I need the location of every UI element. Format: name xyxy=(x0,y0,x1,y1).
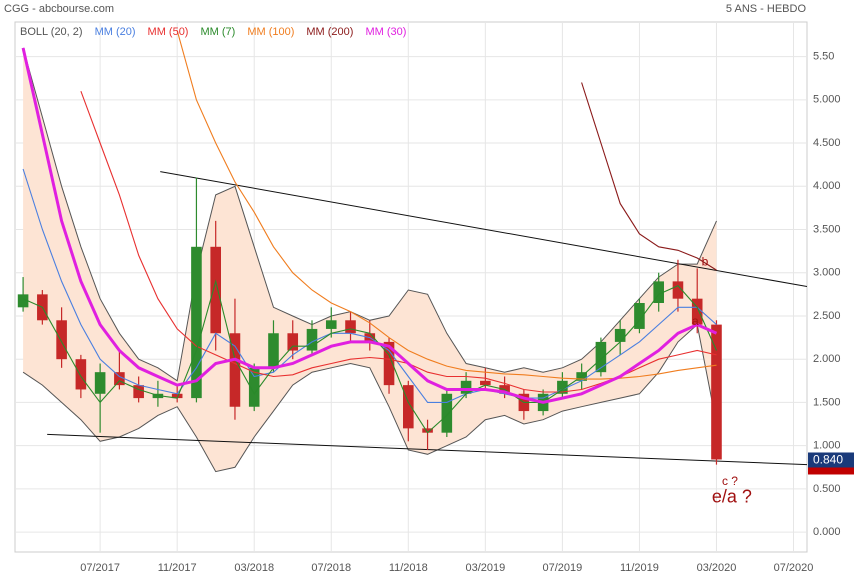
price-tag xyxy=(808,452,854,468)
x-tick-label: 11/2017 xyxy=(158,562,197,574)
y-tick-label: 5.000 xyxy=(813,94,841,106)
legend-entry: MM (20) xyxy=(95,26,136,38)
trend-line xyxy=(160,171,807,288)
candle-body xyxy=(595,341,607,373)
x-tick-label: 07/2018 xyxy=(311,562,351,574)
candle-body xyxy=(56,320,67,360)
legend-entry: MM (200) xyxy=(306,26,353,38)
candle-body xyxy=(691,298,703,325)
annotation: b xyxy=(702,255,709,269)
y-tick-label: 3.500 xyxy=(813,223,841,235)
y-tick-label: 1.000 xyxy=(813,440,841,452)
y-tick-label: 0.500 xyxy=(813,483,841,495)
y-tick-label: 0.000 xyxy=(813,526,841,538)
candle-body xyxy=(634,302,645,329)
moving-average xyxy=(22,168,717,403)
plot: b a c ?e/a ? xyxy=(17,30,807,506)
candle-body xyxy=(441,393,453,433)
candle-body xyxy=(345,320,356,334)
x-tick-label: 11/2018 xyxy=(389,562,428,574)
candle-body xyxy=(75,359,87,390)
candle-body xyxy=(672,281,684,299)
candle-body xyxy=(191,246,202,399)
x-tick-label: 07/2017 xyxy=(80,562,120,574)
x-tick-label: 03/2019 xyxy=(465,562,505,574)
candle-body xyxy=(383,341,395,386)
legend-entry: MM (7) xyxy=(200,26,235,38)
legend-entry: MM (100) xyxy=(247,26,294,38)
x-tick-label: 03/2018 xyxy=(234,562,274,574)
y-tick-label: 2.000 xyxy=(813,353,841,365)
y-tick-label: 1.500 xyxy=(813,396,841,408)
candle-body xyxy=(653,281,664,303)
candle-body xyxy=(94,372,106,394)
moving-average xyxy=(581,82,717,271)
candle-body xyxy=(268,333,279,368)
candle-body xyxy=(614,328,626,342)
candle-body xyxy=(171,393,183,399)
moving-average xyxy=(21,47,718,404)
candle-body xyxy=(403,385,414,429)
y-tick-label: 3.000 xyxy=(813,267,841,279)
axes: 0.000 0.500 1.000 1.500 2.000 2.500 3.000 3.500… xyxy=(80,50,854,574)
x-tick-label: 07/2019 xyxy=(543,562,583,574)
header-left: CGG - abcbourse.com xyxy=(4,3,114,15)
candle-body xyxy=(422,428,433,433)
candle-body xyxy=(460,380,472,394)
y-tick-label: 4.500 xyxy=(813,137,841,149)
annotation: e/a ? xyxy=(712,486,752,506)
moving-average xyxy=(22,279,718,434)
bollinger-lower xyxy=(22,323,717,473)
candle-body xyxy=(114,372,125,386)
legend-entry: BOLL (20, 2) xyxy=(20,26,83,38)
x-tick-label: 07/2020 xyxy=(774,562,814,574)
price-tag-secondary xyxy=(808,466,854,475)
legend-entry: MM (50) xyxy=(148,26,189,38)
candle-body xyxy=(133,385,144,399)
candle-body xyxy=(17,294,29,308)
header-right: 5 ANS - HEBDO xyxy=(726,3,807,15)
candle-body xyxy=(711,324,722,460)
annotation: c ? xyxy=(722,474,738,488)
price-tag-label: 0.840 xyxy=(813,453,843,467)
candle-body xyxy=(229,333,241,407)
candle-body xyxy=(557,380,568,394)
candle-body xyxy=(210,246,221,334)
candle-body xyxy=(248,367,260,407)
x-tick-label: 03/2020 xyxy=(697,562,737,574)
y-tick-label: 2.500 xyxy=(813,310,841,322)
plot-frame xyxy=(14,21,808,553)
candle-body xyxy=(325,320,337,329)
x-tick-label: 11/2019 xyxy=(620,562,659,574)
candle-body xyxy=(480,380,491,386)
moving-average xyxy=(176,30,717,380)
legend-entry: MM (30) xyxy=(365,26,406,38)
y-tick-label: 5.50 xyxy=(813,50,834,62)
y-tick-label: 4.000 xyxy=(813,180,841,192)
candle-body xyxy=(306,328,318,351)
annotation: a xyxy=(692,314,699,328)
candle-body xyxy=(287,333,299,351)
